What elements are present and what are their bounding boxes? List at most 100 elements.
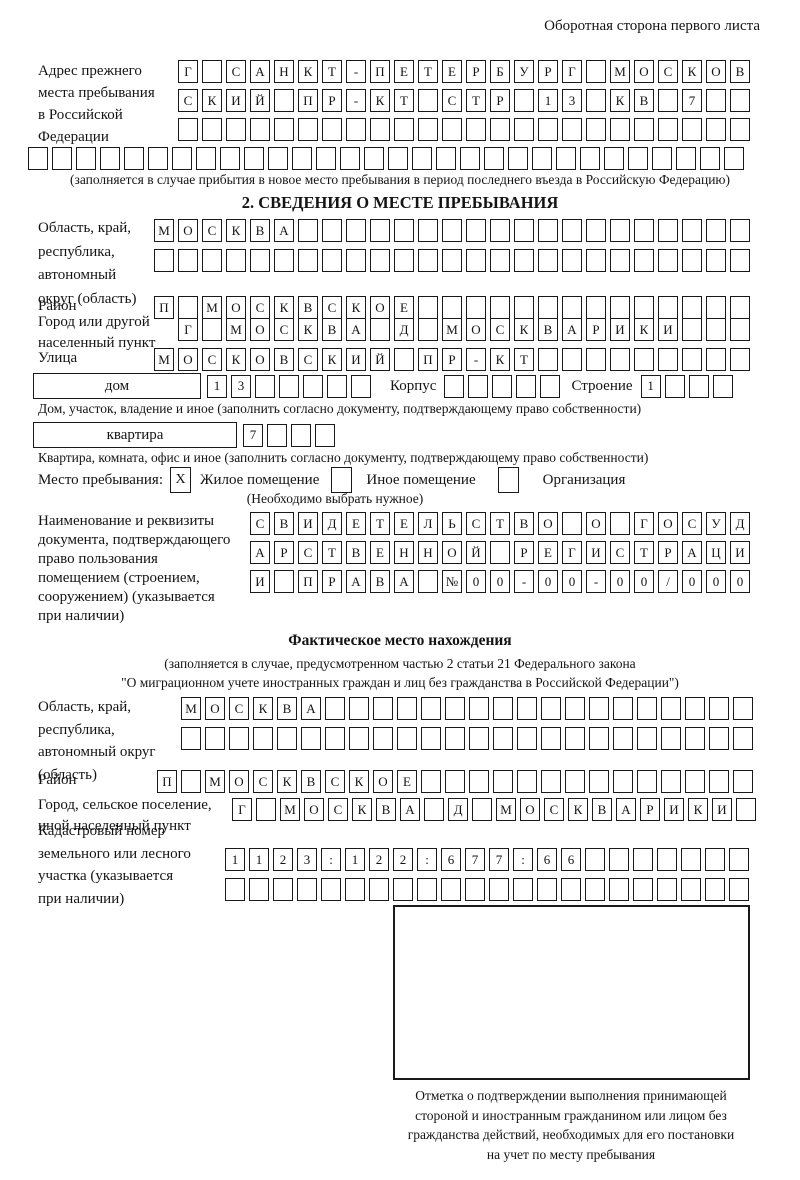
form-cell[interactable]: [442, 219, 462, 242]
form-cell[interactable]: [517, 770, 537, 793]
form-cell[interactable]: [346, 118, 366, 141]
form-cell[interactable]: [610, 348, 630, 371]
form-cell[interactable]: [297, 878, 317, 901]
form-cell[interactable]: [298, 118, 318, 141]
form-cell[interactable]: [517, 727, 537, 750]
form-cell[interactable]: [613, 770, 633, 793]
form-cell[interactable]: С: [298, 541, 318, 564]
form-cell[interactable]: [274, 570, 294, 593]
form-cell[interactable]: Б: [490, 60, 510, 83]
form-cell[interactable]: [658, 296, 678, 319]
form-cell[interactable]: [181, 727, 201, 750]
form-cell[interactable]: [661, 697, 681, 720]
stroenie-cells[interactable]: 1: [640, 374, 733, 398]
form-cell[interactable]: И: [664, 798, 684, 821]
form-cell[interactable]: В: [376, 798, 396, 821]
form-cell[interactable]: [394, 249, 414, 272]
form-cell[interactable]: [444, 374, 465, 398]
form-cell[interactable]: М: [181, 697, 201, 720]
form-cell[interactable]: [562, 296, 582, 319]
form-cell[interactable]: [538, 118, 558, 141]
form-cell[interactable]: [418, 89, 438, 112]
form-cell[interactable]: А: [562, 318, 582, 341]
form-cell[interactable]: [541, 697, 561, 720]
form-cell[interactable]: [418, 318, 438, 341]
form-cell[interactable]: О: [373, 770, 393, 793]
form-cell[interactable]: К: [298, 60, 318, 83]
form-cell[interactable]: [202, 60, 222, 83]
form-cell[interactable]: [484, 147, 504, 170]
form-cell[interactable]: [469, 727, 489, 750]
form-cell[interactable]: [730, 89, 750, 112]
form-cell[interactable]: [634, 249, 654, 272]
form-cell[interactable]: 2: [273, 848, 293, 871]
form-cell[interactable]: Е: [394, 296, 414, 319]
form-cell[interactable]: [250, 249, 270, 272]
form-cell[interactable]: [613, 727, 633, 750]
form-cell[interactable]: [538, 296, 558, 319]
form-cell[interactable]: В: [370, 570, 390, 593]
form-cell[interactable]: -: [346, 60, 366, 83]
form-cell[interactable]: К: [226, 219, 246, 242]
form-cell[interactable]: Н: [274, 60, 294, 83]
form-cell[interactable]: К: [274, 296, 294, 319]
form-cell[interactable]: К: [346, 296, 366, 319]
form-cell[interactable]: [706, 219, 726, 242]
form-cell[interactable]: [421, 697, 441, 720]
form-cell[interactable]: [202, 249, 222, 272]
form-cell[interactable]: М: [226, 318, 246, 341]
actual-region-row-2[interactable]: [181, 727, 753, 750]
form-cell[interactable]: [609, 878, 629, 901]
form-cell[interactable]: С: [250, 512, 270, 535]
form-cell[interactable]: [688, 374, 709, 398]
form-cell[interactable]: М: [280, 798, 300, 821]
form-cell[interactable]: [489, 878, 509, 901]
form-cell[interactable]: [514, 118, 534, 141]
form-cell[interactable]: -: [514, 570, 534, 593]
form-cell[interactable]: [580, 147, 600, 170]
form-cell[interactable]: И: [712, 798, 732, 821]
form-cell[interactable]: [370, 118, 390, 141]
form-cell[interactable]: Т: [418, 60, 438, 83]
form-cell[interactable]: [291, 423, 311, 447]
form-cell[interactable]: [562, 348, 582, 371]
form-cell[interactable]: С: [202, 348, 222, 371]
form-cell[interactable]: [154, 249, 174, 272]
form-cell[interactable]: О: [586, 512, 606, 535]
form-cell[interactable]: [442, 249, 462, 272]
form-cell[interactable]: [364, 147, 384, 170]
form-cell[interactable]: [706, 249, 726, 272]
form-cell[interactable]: А: [274, 219, 294, 242]
form-cell[interactable]: П: [298, 89, 318, 112]
form-cell[interactable]: [279, 374, 299, 398]
prev-address-row-4[interactable]: [28, 147, 744, 170]
form-cell[interactable]: [303, 374, 323, 398]
form-cell[interactable]: 0: [634, 570, 654, 593]
form-cell[interactable]: [220, 147, 240, 170]
form-cell[interactable]: Т: [370, 512, 390, 535]
form-cell[interactable]: Р: [442, 348, 462, 371]
form-cell[interactable]: Д: [394, 318, 414, 341]
form-cell[interactable]: [316, 147, 336, 170]
form-cell[interactable]: 1: [538, 89, 558, 112]
form-cell[interactable]: Р: [322, 570, 342, 593]
form-cell[interactable]: 7: [489, 848, 509, 871]
form-cell[interactable]: Е: [370, 541, 390, 564]
form-cell[interactable]: Р: [514, 541, 534, 564]
form-cell[interactable]: [585, 878, 605, 901]
form-cell[interactable]: [370, 249, 390, 272]
form-cell[interactable]: [469, 770, 489, 793]
form-cell[interactable]: О: [178, 219, 198, 242]
form-cell[interactable]: И: [250, 570, 270, 593]
form-cell[interactable]: И: [730, 541, 750, 564]
form-cell[interactable]: [586, 348, 606, 371]
form-cell[interactable]: [730, 318, 750, 341]
form-cell[interactable]: 1: [345, 848, 365, 871]
form-cell[interactable]: [178, 118, 198, 141]
form-cell[interactable]: [628, 147, 648, 170]
form-cell[interactable]: [436, 147, 456, 170]
form-cell[interactable]: -: [586, 570, 606, 593]
form-cell[interactable]: К: [514, 318, 534, 341]
